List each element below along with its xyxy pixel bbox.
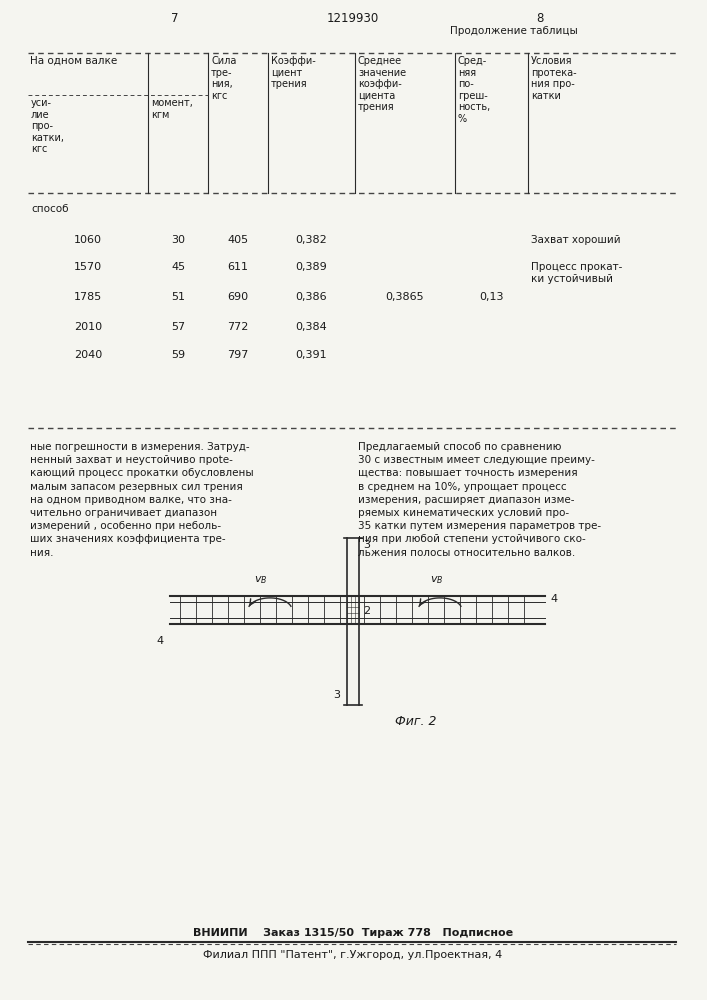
Text: малым запасом резервных сил трения: малым запасом резервных сил трения — [30, 482, 243, 492]
Text: ВНИИПИ    Заказ 1315/50  Тираж 778   Подписное: ВНИИПИ Заказ 1315/50 Тираж 778 Подписное — [193, 928, 513, 938]
Text: способ: способ — [31, 204, 69, 214]
Text: 3: 3 — [363, 540, 370, 550]
Text: На одном валке: На одном валке — [30, 56, 117, 66]
Text: 30: 30 — [171, 235, 185, 245]
Text: 772: 772 — [228, 322, 249, 332]
Text: 59: 59 — [171, 350, 185, 360]
Text: 0,3865: 0,3865 — [386, 292, 424, 302]
Text: 1570: 1570 — [74, 262, 102, 272]
Text: ненный захват и неустойчиво прote-: ненный захват и неустойчиво прote- — [30, 455, 233, 465]
Text: Сила
тре-
ния,
кгс: Сила тре- ния, кгс — [211, 56, 236, 101]
Text: ших значениях коэффициента тре-: ших значениях коэффициента тре- — [30, 534, 226, 544]
Text: 405: 405 — [228, 235, 249, 245]
Text: 7: 7 — [171, 12, 179, 25]
Text: измерений , особенно при неболь-: измерений , особенно при неболь- — [30, 521, 221, 531]
Text: Предлагаемый способ по сравнению: Предлагаемый способ по сравнению — [358, 442, 561, 452]
Text: 45: 45 — [171, 262, 185, 272]
Text: уси-
лие
про-
катки,
кгс: уси- лие про- катки, кгс — [31, 98, 64, 154]
Text: Процесс прокат-
ки устойчивый: Процесс прокат- ки устойчивый — [531, 262, 622, 284]
Text: Фиг. 2: Фиг. 2 — [395, 715, 436, 728]
Text: Захват хороший: Захват хороший — [531, 235, 621, 245]
Text: ные погрешности в измерения. Затруд-: ные погрешности в измерения. Затруд- — [30, 442, 250, 452]
Text: ния.: ния. — [30, 548, 54, 558]
Text: 4: 4 — [156, 636, 163, 646]
Text: $v_B$: $v_B$ — [430, 574, 443, 586]
Text: 0,382: 0,382 — [295, 235, 327, 245]
Text: ния при любой степени устойчивого ско-: ния при любой степени устойчивого ско- — [358, 534, 586, 544]
Text: ряемых кинематических условий про-: ряемых кинематических условий про- — [358, 508, 569, 518]
Text: 8: 8 — [537, 12, 544, 25]
Text: 2010: 2010 — [74, 322, 102, 332]
Text: чительно ограничивает диапазон: чительно ограничивает диапазон — [30, 508, 217, 518]
Text: Коэффи-
циент
трения: Коэффи- циент трения — [271, 56, 316, 89]
Text: $v_B$: $v_B$ — [254, 574, 267, 586]
Text: 611: 611 — [228, 262, 248, 272]
Text: 4: 4 — [550, 594, 557, 604]
Text: на одном приводном валке, что зна-: на одном приводном валке, что зна- — [30, 495, 232, 505]
Text: 57: 57 — [171, 322, 185, 332]
Text: 1785: 1785 — [74, 292, 102, 302]
Text: Сред-
няя
по-
греш-
ность,
%: Сред- няя по- греш- ность, % — [458, 56, 490, 124]
Text: 35 катки путем измерения параметров тре-: 35 катки путем измерения параметров тре- — [358, 521, 601, 531]
Text: Условия
протека-
ния про-
катки: Условия протека- ния про- катки — [531, 56, 577, 101]
Text: момент,
кгм: момент, кгм — [151, 98, 193, 120]
Text: 690: 690 — [228, 292, 249, 302]
Text: щества: повышает точность измерения: щества: повышает точность измерения — [358, 468, 578, 478]
Text: 0,386: 0,386 — [296, 292, 327, 302]
Text: 3: 3 — [333, 690, 340, 700]
Text: 797: 797 — [228, 350, 249, 360]
Text: Среднее
значение
коэффи-
циента
трения: Среднее значение коэффи- циента трения — [358, 56, 406, 112]
Text: льжения полосы относительно валков.: льжения полосы относительно валков. — [358, 548, 575, 558]
Text: Продолжение таблицы: Продолжение таблицы — [450, 26, 578, 36]
Text: кающий процесс прокатки обусловлены: кающий процесс прокатки обусловлены — [30, 468, 254, 478]
Text: 0,13: 0,13 — [479, 292, 503, 302]
Text: 2040: 2040 — [74, 350, 102, 360]
Text: 1219930: 1219930 — [327, 12, 379, 25]
Text: 0,389: 0,389 — [295, 262, 327, 272]
Text: 2: 2 — [363, 606, 370, 616]
Text: Филиал ППП "Патент", г.Ужгород, ул.Проектная, 4: Филиал ППП "Патент", г.Ужгород, ул.Проек… — [204, 950, 503, 960]
Text: 51: 51 — [171, 292, 185, 302]
Text: измерения, расширяет диапазон изме-: измерения, расширяет диапазон изме- — [358, 495, 575, 505]
Text: 30 с известным имеет следующие преиму-: 30 с известным имеет следующие преиму- — [358, 455, 595, 465]
Text: в среднем на 10%, упрощает процесс: в среднем на 10%, упрощает процесс — [358, 482, 566, 492]
Text: 0,391: 0,391 — [296, 350, 327, 360]
Text: 1060: 1060 — [74, 235, 102, 245]
Text: 0,384: 0,384 — [295, 322, 327, 332]
